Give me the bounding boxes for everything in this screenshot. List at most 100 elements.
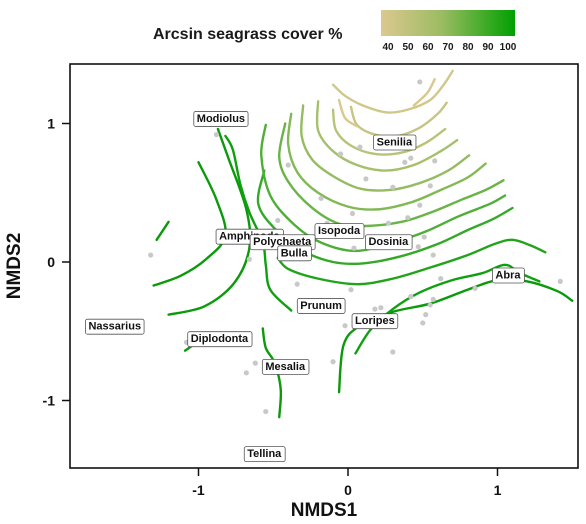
site-point bbox=[263, 408, 269, 415]
site-point bbox=[348, 287, 354, 293]
species-label-dosinia: Dosinia bbox=[365, 234, 413, 251]
x-tick-label: -1 bbox=[192, 482, 205, 498]
site-point bbox=[337, 151, 344, 157]
species-name: Polychaeta bbox=[253, 236, 312, 248]
site-point bbox=[243, 370, 249, 376]
contour-line-100 bbox=[155, 220, 170, 242]
species-name: Isopoda bbox=[318, 225, 361, 237]
legend-tick-label: 70 bbox=[442, 42, 454, 53]
site-point bbox=[372, 306, 378, 312]
site-point bbox=[430, 296, 436, 302]
legend-tick-label: 50 bbox=[402, 42, 414, 53]
site-point bbox=[330, 359, 336, 365]
site-point bbox=[342, 323, 348, 329]
contour-line-72 bbox=[300, 104, 471, 192]
site-point bbox=[390, 349, 396, 355]
species-label-mesalia: Mesalia bbox=[261, 358, 310, 375]
contour-line-84 bbox=[260, 123, 507, 253]
x-axis-ticks: -1 0 1 bbox=[192, 468, 502, 498]
legend-tick-label: 80 bbox=[462, 42, 474, 53]
site-point bbox=[252, 360, 258, 366]
site-point bbox=[285, 162, 291, 168]
x-axis-title: NMDS1 bbox=[291, 500, 358, 521]
species-label-box bbox=[296, 298, 346, 314]
species-label-box bbox=[492, 267, 525, 284]
legend-ticks: 40 50 60 70 80 90 100 bbox=[382, 42, 516, 53]
contour-line-44 bbox=[412, 77, 436, 107]
contour-line-68 bbox=[315, 100, 459, 172]
contour-line-44 bbox=[337, 98, 359, 128]
species-label-senilia: Senilia bbox=[373, 134, 417, 151]
site-point bbox=[421, 234, 427, 240]
species-name: Diplodonta bbox=[191, 333, 249, 345]
contour-line-95 bbox=[224, 134, 293, 312]
species-name: Tellina bbox=[247, 448, 282, 460]
y-axis-ticks: -1 0 1 bbox=[43, 116, 70, 409]
species-name: Mesalia bbox=[265, 361, 306, 373]
species-label-prunum: Prunum bbox=[296, 298, 346, 314]
site-point bbox=[408, 294, 414, 300]
site-point bbox=[427, 302, 433, 308]
site-point bbox=[318, 195, 324, 201]
contour-line-56 bbox=[349, 101, 448, 138]
contour-line-100 bbox=[337, 278, 574, 394]
x-tick-label: 0 bbox=[344, 482, 352, 498]
site-point bbox=[405, 215, 411, 221]
site-point bbox=[385, 220, 391, 226]
legend-tick-label: 60 bbox=[422, 42, 434, 53]
species-label-isopoda: Isopoda bbox=[314, 223, 365, 240]
species-labels: ModiolusSeniliaIsopodaDosiniaAmphipodaPo… bbox=[85, 111, 525, 463]
contour-line-62 bbox=[331, 108, 447, 156]
site-point bbox=[408, 155, 414, 161]
legend-tick-label: 90 bbox=[482, 42, 494, 53]
site-point bbox=[148, 252, 154, 258]
site-point bbox=[378, 305, 384, 311]
contour-line-100 bbox=[152, 161, 227, 287]
site-point bbox=[432, 158, 438, 164]
legend-tick-label: 40 bbox=[382, 42, 394, 53]
legend-colorbar bbox=[381, 10, 515, 36]
site-point bbox=[213, 131, 220, 138]
site-point bbox=[415, 244, 421, 250]
y-tick-label: -1 bbox=[43, 393, 56, 409]
site-point bbox=[420, 320, 426, 326]
contour-line-92 bbox=[276, 238, 547, 286]
species-name: Loripes bbox=[355, 315, 395, 327]
contour-line-50 bbox=[331, 69, 454, 114]
site-point bbox=[363, 176, 369, 182]
legend-title: Arcsin seagrass cover % bbox=[153, 26, 342, 43]
species-label-modiolus: Modiolus bbox=[193, 111, 249, 127]
site-point bbox=[438, 276, 444, 282]
species-name: Modiolus bbox=[197, 113, 245, 125]
site-point bbox=[472, 285, 478, 291]
site-point bbox=[390, 184, 396, 190]
site-point bbox=[294, 281, 300, 287]
site-point bbox=[246, 256, 252, 262]
species-label-box bbox=[187, 331, 253, 348]
species-name: Dosinia bbox=[368, 236, 409, 248]
contour-line-76 bbox=[286, 112, 487, 211]
contour-line-80 bbox=[278, 122, 505, 228]
plot-frame bbox=[69, 63, 579, 469]
site-points bbox=[148, 79, 563, 415]
y-axis-title: NMDS2 bbox=[4, 233, 25, 300]
legend: Arcsin seagrass cover % 40 50 60 70 80 90 100 bbox=[153, 10, 517, 53]
species-label-box bbox=[373, 134, 417, 151]
site-point bbox=[423, 312, 429, 318]
site-point bbox=[402, 159, 408, 165]
species-label-bulla: Bulla bbox=[277, 245, 312, 262]
site-point bbox=[351, 245, 357, 251]
species-label-nassarius: Nassarius bbox=[85, 318, 145, 335]
species-label-abra: Abra bbox=[492, 267, 525, 284]
species-label-box bbox=[243, 446, 286, 463]
species-label-box bbox=[85, 318, 145, 335]
site-point bbox=[349, 210, 356, 217]
site-point bbox=[417, 202, 423, 208]
species-name: Nassarius bbox=[88, 321, 141, 333]
x-tick-label: 1 bbox=[494, 482, 502, 498]
site-point bbox=[417, 79, 423, 85]
species-label-box bbox=[351, 313, 399, 330]
species-name: Prunum bbox=[300, 300, 342, 312]
site-point bbox=[557, 278, 563, 284]
